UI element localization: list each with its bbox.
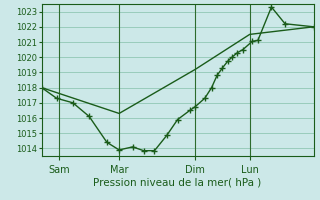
X-axis label: Pression niveau de la mer( hPa ): Pression niveau de la mer( hPa ) <box>93 178 262 188</box>
